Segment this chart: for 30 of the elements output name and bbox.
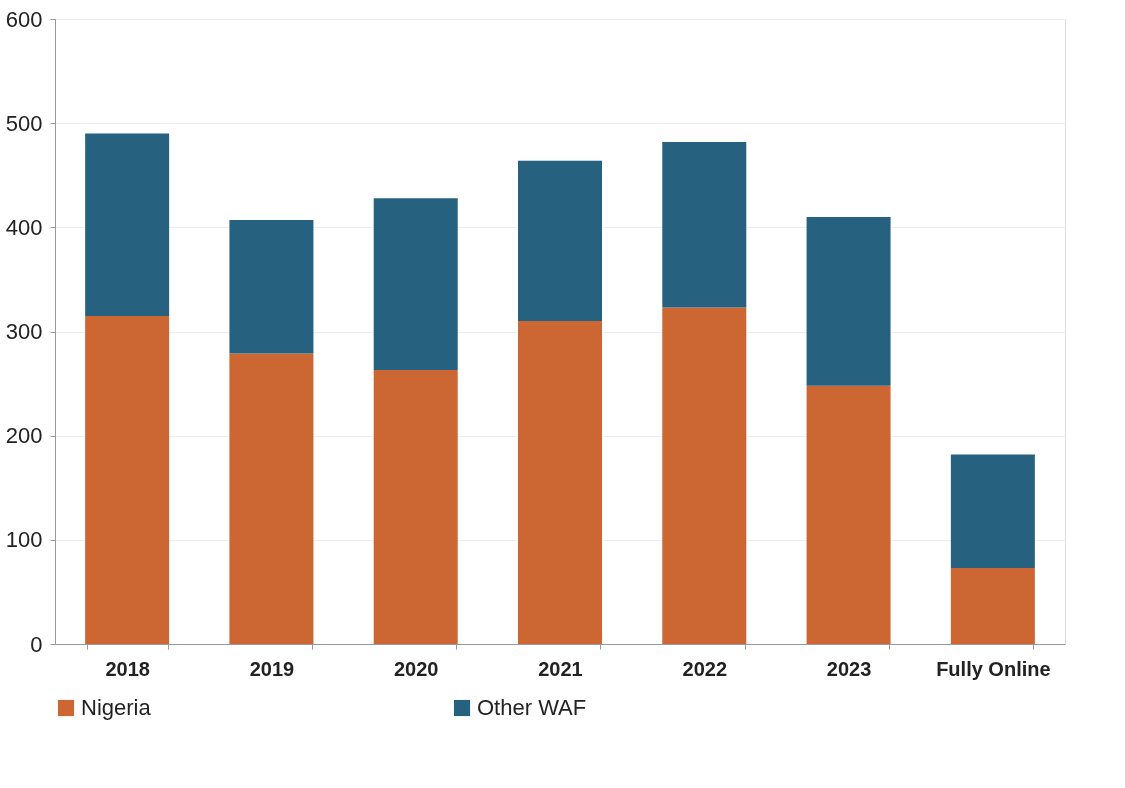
legend-label: Nigeria	[81, 695, 152, 720]
bar	[373, 370, 458, 644]
y-tick-label: 100	[5, 527, 43, 553]
bar	[229, 220, 314, 354]
bar	[950, 454, 1035, 568]
x-tick-label: 2019	[249, 657, 295, 680]
x-tick-label: 2023	[826, 657, 872, 680]
y-tick-label: 200	[5, 423, 43, 449]
x-tick-label: 2021	[538, 657, 583, 680]
y-tick-label: 0	[30, 631, 43, 657]
bar	[662, 141, 747, 308]
x-tick-label: Fully Online	[936, 657, 1051, 680]
bar	[806, 216, 891, 386]
x-tick-label: 2020	[393, 657, 439, 680]
bar	[518, 160, 602, 322]
y-tick-label: 500	[5, 110, 43, 136]
bar	[229, 353, 314, 644]
x-tick-label: 2022	[682, 657, 728, 680]
bar	[85, 133, 170, 316]
bar	[373, 198, 458, 371]
legend-label: Other WAF	[477, 695, 587, 720]
bar	[950, 567, 1035, 644]
x-tick-label: 2018	[105, 657, 150, 680]
bar	[85, 315, 170, 644]
bar	[806, 385, 891, 644]
y-tick-label: 400	[5, 214, 43, 240]
y-tick-label: 600	[5, 6, 43, 32]
y-tick-label: 300	[5, 319, 43, 344]
bar	[662, 307, 747, 644]
bar	[518, 321, 602, 644]
